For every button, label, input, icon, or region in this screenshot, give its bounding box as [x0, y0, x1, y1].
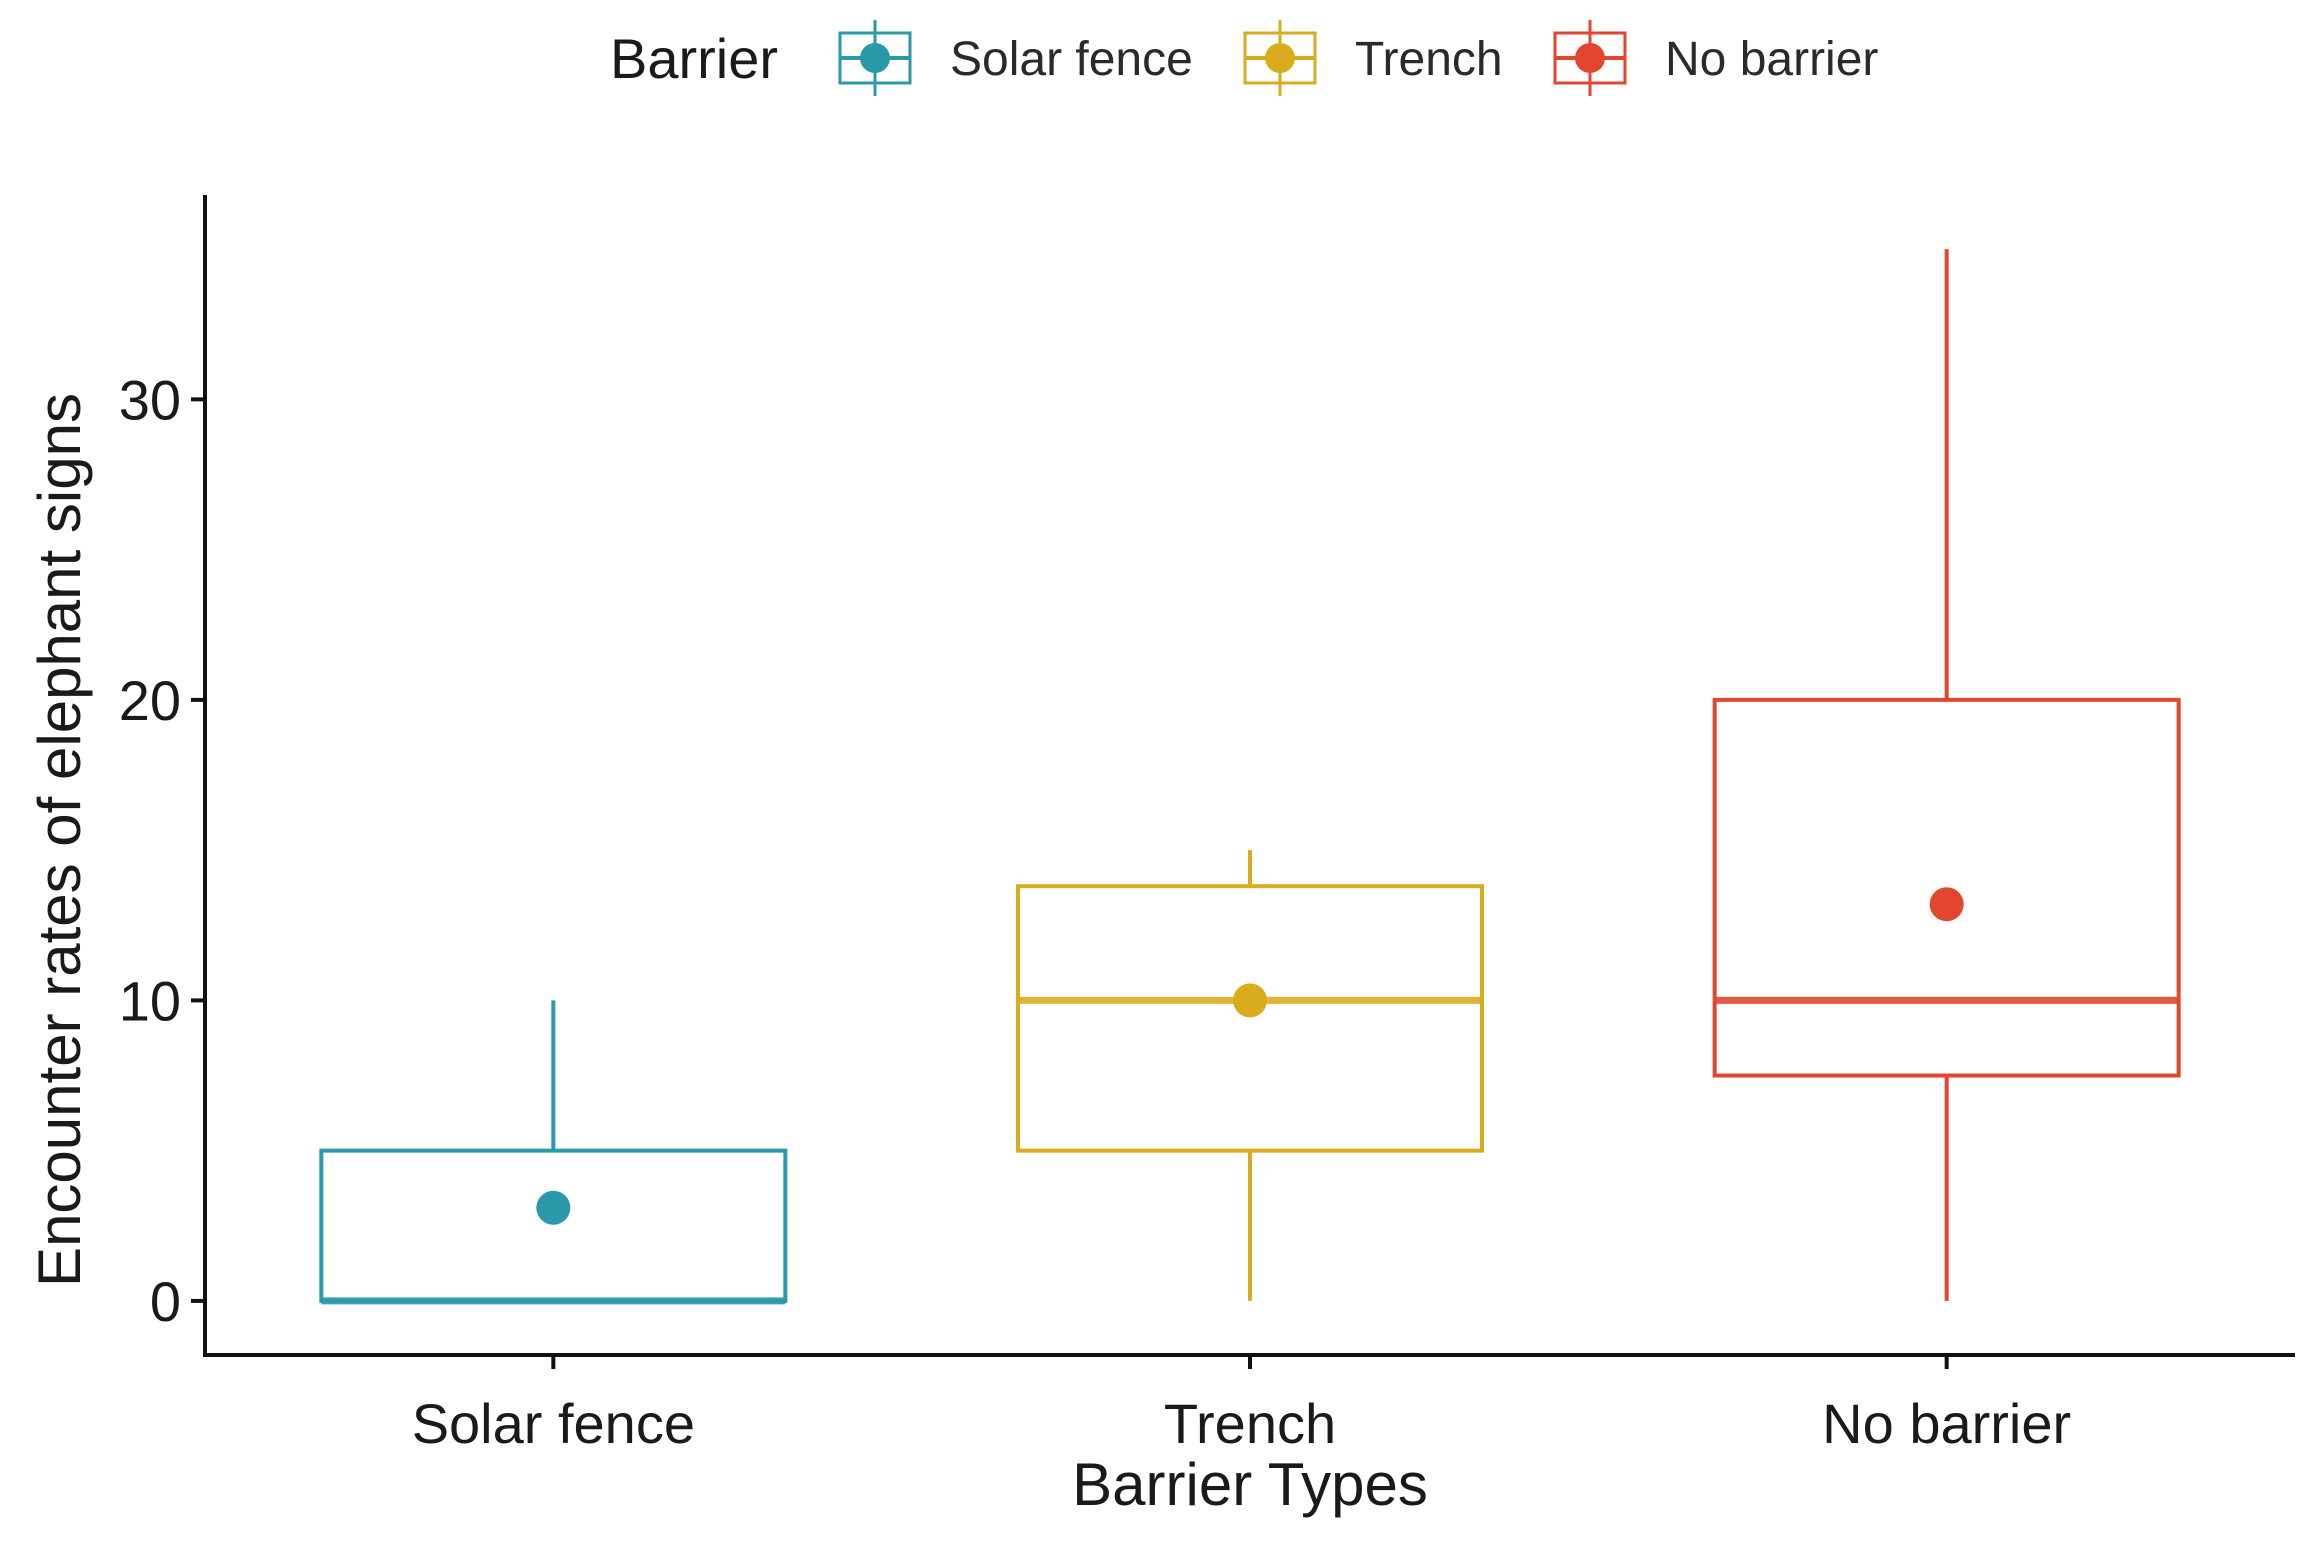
legend-point-icon [860, 43, 890, 73]
y-tick-label: 30 [119, 368, 181, 431]
legend-item: No barrier [1553, 20, 1878, 96]
x-tick-label: Trench [1164, 1392, 1336, 1455]
box-no-barrier [1712, 249, 2181, 1301]
mean-point [1233, 983, 1267, 1018]
legend-label: Trench [1355, 33, 1503, 86]
legend-label: No barrier [1665, 33, 1878, 86]
mean-point [536, 1190, 571, 1225]
box-trench [1016, 850, 1484, 1301]
y-axis-title: Encounter rates of elephant signs [26, 393, 93, 1287]
legend: Barrier Solar fence Trench No barrier [610, 20, 1878, 96]
legend-title: Barrier [610, 27, 778, 90]
y-tick-label: 10 [119, 969, 181, 1032]
x-tick-label: Solar fence [412, 1392, 695, 1455]
x-tick-label: No barrier [1822, 1392, 2071, 1455]
boxes [319, 249, 2181, 1305]
legend-point-icon [1575, 43, 1605, 73]
box-solar-fence [319, 1000, 788, 1305]
legend-point-icon [1265, 43, 1295, 73]
legend-item: Trench [1243, 20, 1503, 96]
legend-label: Solar fence [950, 33, 1193, 86]
box-rect [1016, 884, 1484, 1153]
mean-point [1929, 887, 1964, 922]
plot-area: 0 10 20 30 Solar fence Trench No barrier [119, 195, 2295, 1455]
x-axis-title: Barrier Types [1072, 1451, 1428, 1518]
y-tick-label: 20 [119, 669, 181, 732]
legend-items: Solar fence Trench No barrier [838, 20, 1878, 96]
box-rect [319, 1148, 788, 1303]
y-axis-ticks: 0 10 20 30 [119, 368, 205, 1333]
y-tick-label: 0 [150, 1270, 181, 1333]
legend-item: Solar fence [838, 20, 1193, 96]
x-axis-ticks: Solar fence Trench No barrier [412, 1355, 2071, 1455]
